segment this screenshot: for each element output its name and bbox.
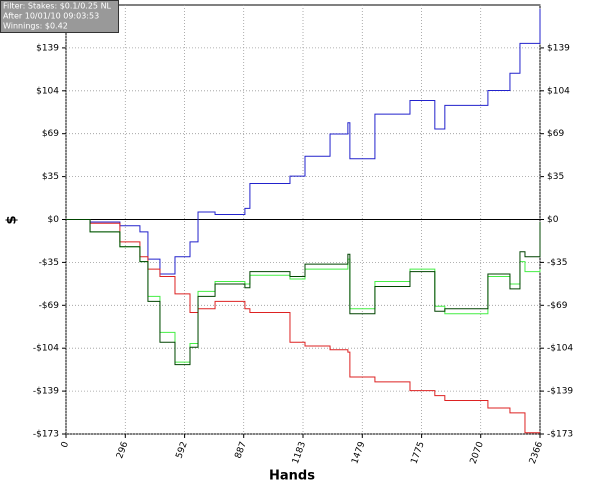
y-tick-label: -$139 [547,387,573,397]
x-tick-label: 592 [174,440,189,460]
y-tick-label: $0 [547,215,559,225]
series-line [66,219,541,366]
x-tick-label: 1479 [350,440,367,465]
y-tick-label: -$69 [547,301,568,311]
y-tick-label: $35 [42,172,59,182]
y-tick-label: $139 [547,43,570,53]
info-text: Winnings: $0.42 [3,22,68,31]
y-tick-label: $0 [48,215,60,225]
y-tick-label: -$173 [33,430,59,440]
x-tick-label: 887 [234,440,249,460]
y-tick-label: $69 [42,129,59,139]
info-text: Filter: Stakes: $0.1/0.25 NL [3,2,112,11]
y-axis-label: $ [5,215,20,224]
x-tick-label: 1183 [291,440,308,465]
x-tick-label: 2070 [469,440,486,465]
y-tick-label: -$104 [547,344,573,354]
y-tick-label: -$35 [547,258,567,268]
y-tick-label: -$173 [547,430,573,440]
y-tick-label: -$104 [33,344,59,354]
y-tick-label: -$139 [33,387,59,397]
y-tick-label: -$69 [39,301,60,311]
y-tick-label: $69 [547,129,564,139]
info-box [0,0,119,33]
x-axis-label: Hands [269,469,315,484]
y-tick-label: $104 [547,86,570,96]
y-tick-label: $35 [547,172,564,182]
x-tick-label: 0 [60,440,71,449]
x-tick-label: 296 [115,440,130,460]
series-line [66,8,541,275]
y-tick-label: $139 [36,43,59,53]
y-tick-label: -$35 [39,258,59,268]
y-tick-label: $104 [36,86,59,96]
x-tick-label: 2366 [528,440,545,465]
info-text: After 10/01/10 09:03:53 [3,12,99,21]
x-tick-label: 1775 [410,440,427,465]
